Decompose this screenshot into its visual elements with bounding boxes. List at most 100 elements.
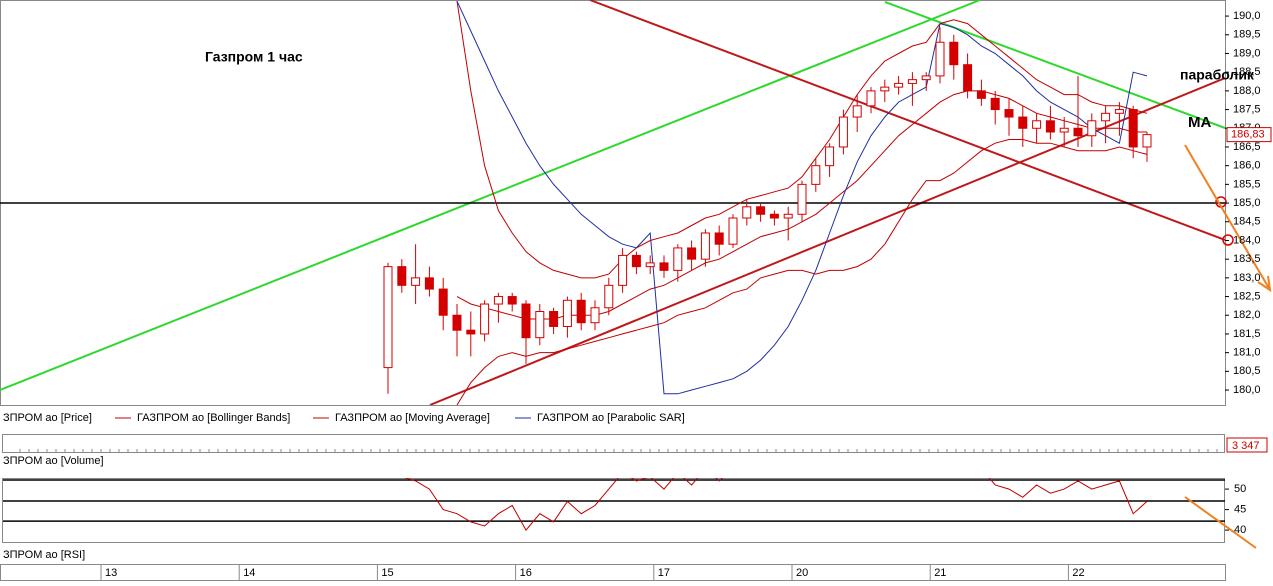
candle-body [618, 254, 628, 286]
y-tick-label: 185,5 [1233, 178, 1261, 190]
legend-entry: ЗПРОМ ао [Price] [3, 412, 92, 424]
candle-body [976, 90, 986, 99]
forecast-arrow [1184, 496, 1257, 549]
x-tick-label: 20 [796, 567, 808, 579]
y-tick-label: 183,0 [1233, 272, 1261, 284]
indicator-line [456, 0, 1148, 395]
candle-body [935, 41, 945, 77]
candle-body [838, 116, 848, 148]
candle-body [811, 165, 821, 185]
candle-body [756, 206, 766, 215]
candle-body [1087, 120, 1097, 137]
volume-panel [2, 434, 1225, 453]
legend-entry: ГАЗПРОМ ао [Parabolic SAR] [537, 412, 685, 424]
y-tick-label: 182,0 [1233, 309, 1261, 321]
candle-body [797, 183, 807, 215]
x-tick-label: 17 [658, 567, 670, 579]
y-tick-label: 186,0 [1233, 160, 1261, 172]
candle-body [714, 232, 724, 245]
candle-body [990, 97, 1000, 111]
indicator-line [456, 139, 1148, 405]
x-tick-label: 14 [243, 567, 255, 579]
x-tick-label: 21 [934, 567, 946, 579]
time-axis [0, 564, 1226, 581]
forecast-arrow [1184, 144, 1271, 291]
y-tick-label: 183,5 [1233, 253, 1261, 265]
candle-body [1073, 127, 1083, 137]
candle-body [438, 288, 448, 316]
candle-body [825, 146, 835, 167]
y-tick-label: 186,5 [1233, 141, 1261, 153]
candle-body [507, 296, 517, 305]
y-tick-label: 184,0 [1233, 234, 1261, 246]
value-box [1226, 437, 1268, 453]
candle-body [645, 262, 655, 268]
candle-body [1059, 127, 1069, 133]
candle-body [480, 303, 490, 335]
x-tick-label: 15 [381, 567, 393, 579]
annotation: МА [1188, 114, 1211, 131]
indicator-line [456, 90, 1147, 320]
candle-body [424, 277, 434, 290]
candle-body [742, 206, 752, 219]
y-tick-label: 180,5 [1233, 365, 1261, 377]
y-tick-label: 181,5 [1233, 328, 1261, 340]
indicator-line [456, 1, 1148, 279]
candle-body [728, 217, 738, 245]
y-tick-label: 180,0 [1233, 384, 1261, 396]
y-tick-label: 188,0 [1233, 85, 1261, 97]
candle-body [604, 284, 614, 309]
green-trend-line [0, 0, 981, 391]
x-tick-label: 16 [520, 567, 532, 579]
candle-body [880, 86, 890, 92]
candle-body [1128, 109, 1138, 148]
legend-entry: ГАЗПРОМ ао [Moving Average] [335, 412, 490, 424]
candle-body [631, 254, 641, 268]
last-price-box [1226, 127, 1272, 143]
y-tick-label: 45 [1234, 503, 1246, 515]
candle-body [963, 64, 973, 92]
candle-body [907, 79, 917, 84]
x-tick-label: 13 [105, 567, 117, 579]
last-price-label: 186,83 [1231, 129, 1265, 141]
y-tick-label: 189,5 [1233, 29, 1261, 41]
panel-label: ЗПРОМ ао [RSI] [3, 549, 85, 561]
candle-body [852, 105, 862, 118]
candle-body [411, 277, 421, 286]
rsi-line [404, 478, 1148, 531]
candle-body [590, 307, 600, 324]
y-tick-label: 188,5 [1233, 66, 1261, 78]
candle-body [1142, 134, 1152, 148]
y-tick-label: 189,0 [1233, 47, 1261, 59]
candle-body [549, 311, 559, 327]
candle-body [1018, 116, 1028, 129]
candle-body [866, 90, 876, 107]
volume-last-label: 3 347 [1232, 440, 1260, 452]
candle-body [397, 266, 407, 286]
marker-circle [1222, 234, 1234, 246]
candle-body [1101, 112, 1111, 122]
y-tick-label: 50 [1234, 483, 1246, 495]
candle-body [921, 75, 931, 81]
forecast-arrow-head [1257, 275, 1272, 293]
rsi-layer [3, 478, 1225, 531]
y-tick-label: 184,5 [1233, 216, 1261, 228]
panel-label: ЗПРОМ ао [Volume] [3, 455, 104, 467]
y-tick-label: 185,0 [1233, 197, 1261, 209]
candle-body [535, 311, 545, 339]
volume-ticks [19, 449, 1218, 452]
candle-body [700, 232, 710, 260]
candle-body [383, 266, 393, 369]
y-tick-label: 187,5 [1233, 103, 1261, 115]
candle-body [576, 299, 586, 324]
candle-body [783, 213, 793, 219]
x-tick-label: 22 [1072, 567, 1084, 579]
y-tick-label: 190,0 [1233, 10, 1261, 22]
candle-body [1045, 120, 1055, 133]
chart-title: Газпром 1 час [205, 49, 303, 65]
candle-body [452, 314, 462, 331]
annotation: параболик [1180, 67, 1255, 83]
candle-body [1004, 109, 1014, 118]
